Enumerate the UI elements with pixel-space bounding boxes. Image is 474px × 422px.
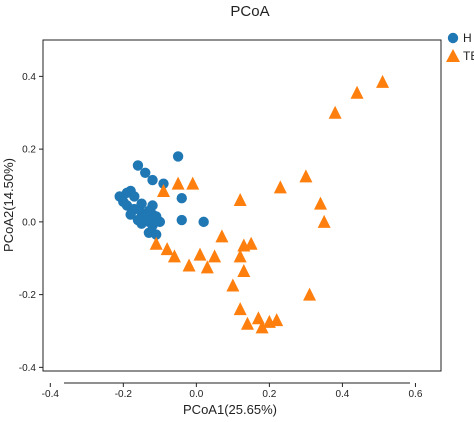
- legend: H TBC: [446, 31, 474, 63]
- data-point-tbc: [193, 247, 207, 261]
- data-point-tbc: [273, 180, 287, 194]
- data-point-tbc: [233, 193, 247, 207]
- data-point-tbc: [251, 311, 265, 325]
- data-point-tbc: [160, 242, 174, 256]
- plot-frame: [42, 39, 442, 372]
- data-point-tbc: [226, 278, 240, 292]
- data-point-h: [198, 216, 209, 228]
- data-point-tbc: [182, 258, 196, 272]
- data-point-h: [125, 209, 136, 220]
- x-tick-label: 0.2: [262, 389, 276, 400]
- y-tick-label: -0.4: [19, 363, 37, 374]
- legend-label-tbc: TBC: [463, 49, 474, 63]
- x-axis-label: PCoA1(25.65%): [183, 402, 277, 417]
- y-tick-label: -0.2: [19, 290, 37, 301]
- data-point-tbc: [317, 214, 331, 228]
- legend-marker-tbc: [446, 49, 460, 62]
- data-point-h: [176, 214, 187, 226]
- data-point-tbc: [233, 249, 247, 263]
- data-point-tbc: [350, 85, 364, 99]
- data-point-tbc: [314, 196, 328, 210]
- data-point-tbc: [215, 229, 229, 243]
- data-point-tbc: [237, 263, 251, 277]
- data-point-tbc: [156, 183, 170, 197]
- y-axis-label: PCoA2(14.50%): [1, 158, 16, 252]
- data-point-h: [176, 193, 187, 204]
- data-point-tbc: [208, 249, 222, 263]
- chart-title: PCoA: [230, 3, 269, 20]
- data-point-tbc: [255, 320, 269, 334]
- data-point-tbc: [270, 313, 284, 327]
- data-point-h: [132, 160, 144, 171]
- data-point-h: [172, 151, 184, 162]
- y-tick-label: 0.4: [22, 72, 36, 83]
- data-point-tbc: [171, 176, 185, 190]
- data-point-h: [140, 167, 151, 178]
- x-tick-label: 0.4: [335, 389, 349, 400]
- data-point-h: [136, 198, 147, 209]
- data-point-tbc: [186, 176, 200, 190]
- data-point-tbc: [376, 74, 390, 88]
- data-point-tbc: [200, 260, 214, 274]
- data-point-h: [147, 174, 158, 186]
- x-tick-label: -0.4: [42, 389, 60, 400]
- data-point-tbc: [149, 236, 163, 250]
- data-point-tbc: [328, 105, 342, 119]
- legend-marker-h: [447, 32, 459, 44]
- data-point-tbc: [240, 316, 254, 330]
- data-point-h: [158, 178, 169, 189]
- data-point-h: [136, 218, 147, 229]
- data-point-h: [150, 229, 162, 240]
- data-point-tbc: [299, 169, 313, 183]
- y-tick-label: 0.0: [22, 217, 36, 228]
- x-tick-label: 0.0: [189, 389, 203, 400]
- y-tick-label: 0.2: [22, 145, 36, 156]
- data-point-tbc: [233, 302, 247, 316]
- data-point-tbc: [303, 287, 317, 301]
- data-point-h: [129, 191, 140, 202]
- data-point-tbc: [237, 238, 251, 252]
- legend-label-h: H: [463, 31, 472, 45]
- data-point-tbc: [244, 236, 258, 250]
- data-point-tbc: [167, 249, 181, 263]
- x-tick-label: 0.6: [408, 389, 422, 400]
- x-tick-label: -0.2: [115, 389, 133, 400]
